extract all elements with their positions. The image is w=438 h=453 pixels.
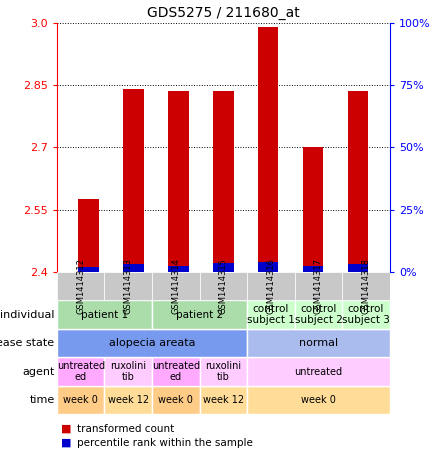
Text: week 12: week 12 bbox=[108, 395, 149, 405]
Bar bbox=[105, 357, 152, 386]
Bar bbox=[168, 91, 188, 272]
Bar bbox=[57, 386, 105, 414]
Text: patient 1: patient 1 bbox=[81, 309, 128, 320]
Bar bbox=[168, 265, 188, 272]
Text: control
subject 1: control subject 1 bbox=[247, 304, 295, 325]
Text: ■: ■ bbox=[61, 438, 72, 448]
Bar bbox=[200, 357, 247, 386]
Bar bbox=[295, 300, 342, 329]
Text: time: time bbox=[29, 395, 55, 405]
Text: GSM1414314: GSM1414314 bbox=[171, 258, 180, 314]
Bar bbox=[78, 267, 99, 272]
Text: disease state: disease state bbox=[0, 338, 55, 348]
Bar bbox=[348, 265, 368, 272]
Bar bbox=[247, 329, 390, 357]
Text: GSM1414313: GSM1414313 bbox=[124, 258, 133, 314]
Text: GSM1414318: GSM1414318 bbox=[361, 258, 371, 314]
Bar bbox=[152, 357, 200, 386]
Bar bbox=[213, 263, 233, 272]
Bar bbox=[295, 272, 342, 300]
Bar bbox=[247, 386, 390, 414]
Text: GSM1414317: GSM1414317 bbox=[314, 258, 323, 314]
Text: control
subject 3: control subject 3 bbox=[342, 304, 390, 325]
Text: week 0: week 0 bbox=[63, 395, 98, 405]
Text: GSM1414315: GSM1414315 bbox=[219, 258, 228, 314]
Bar bbox=[123, 265, 144, 272]
Text: patient 2: patient 2 bbox=[176, 309, 223, 320]
Bar bbox=[247, 300, 295, 329]
Text: normal: normal bbox=[299, 338, 338, 348]
Bar bbox=[57, 300, 152, 329]
Text: GSM1414312: GSM1414312 bbox=[76, 258, 85, 314]
Bar bbox=[105, 386, 152, 414]
Bar bbox=[342, 300, 390, 329]
Bar bbox=[247, 272, 295, 300]
Text: individual: individual bbox=[0, 309, 55, 320]
Bar bbox=[78, 199, 99, 272]
Bar bbox=[123, 89, 144, 272]
Bar bbox=[57, 329, 247, 357]
Bar bbox=[247, 357, 390, 386]
Bar bbox=[105, 272, 152, 300]
Bar bbox=[200, 386, 247, 414]
Text: week 0: week 0 bbox=[301, 395, 336, 405]
Text: GSM1414316: GSM1414316 bbox=[266, 258, 276, 314]
Text: week 12: week 12 bbox=[203, 395, 244, 405]
Bar bbox=[152, 272, 200, 300]
Text: ruxolini
tib: ruxolini tib bbox=[110, 361, 146, 382]
Bar bbox=[348, 91, 368, 272]
Text: untreated
ed: untreated ed bbox=[152, 361, 200, 382]
Text: ruxolini
tib: ruxolini tib bbox=[205, 361, 241, 382]
Text: alopecia areata: alopecia areata bbox=[109, 338, 195, 348]
Bar bbox=[303, 147, 324, 272]
Bar bbox=[200, 272, 247, 300]
Bar bbox=[342, 272, 390, 300]
Title: GDS5275 / 211680_at: GDS5275 / 211680_at bbox=[147, 6, 300, 20]
Text: ■: ■ bbox=[61, 424, 72, 434]
Bar bbox=[57, 357, 105, 386]
Bar bbox=[152, 300, 247, 329]
Bar bbox=[258, 27, 279, 272]
Bar bbox=[303, 265, 324, 272]
Text: untreated: untreated bbox=[294, 366, 343, 377]
Text: agent: agent bbox=[22, 366, 55, 377]
Text: percentile rank within the sample: percentile rank within the sample bbox=[77, 438, 253, 448]
Bar bbox=[213, 91, 233, 272]
Text: control
subject 2: control subject 2 bbox=[294, 304, 343, 325]
Bar bbox=[258, 262, 279, 272]
Text: week 0: week 0 bbox=[159, 395, 193, 405]
Bar bbox=[57, 272, 105, 300]
Bar bbox=[152, 386, 200, 414]
Text: transformed count: transformed count bbox=[77, 424, 174, 434]
Text: untreated
ed: untreated ed bbox=[57, 361, 105, 382]
